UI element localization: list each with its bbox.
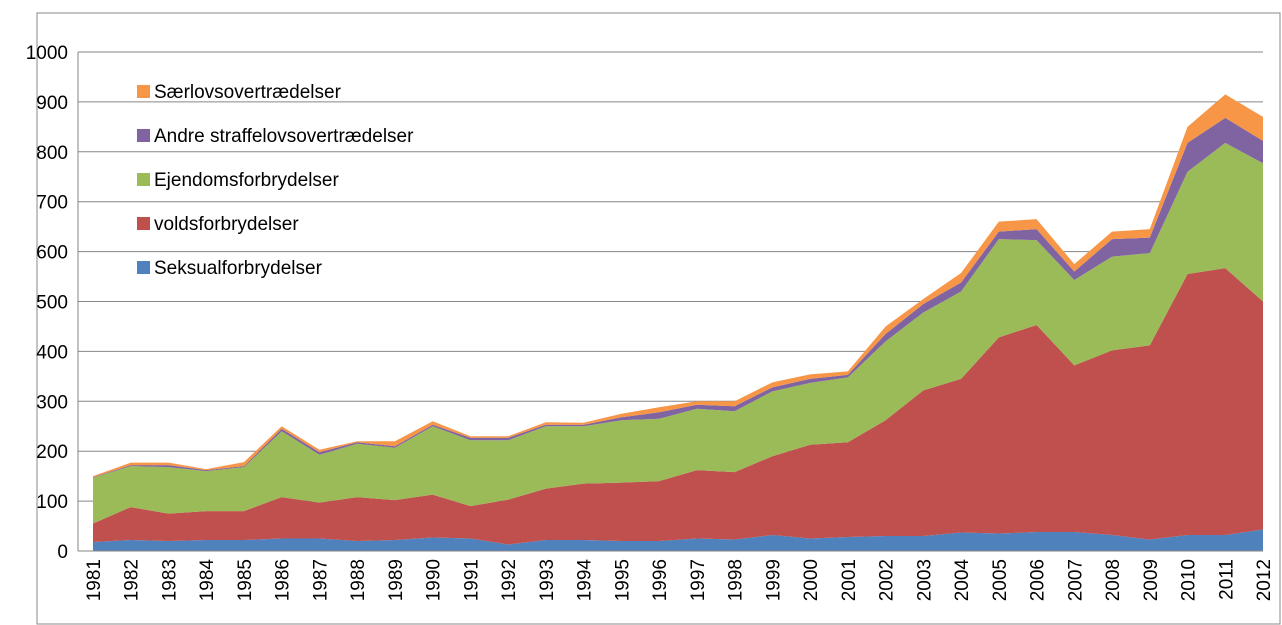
legend-label: Særlovsovertrædelser [154,82,342,103]
x-tick-label: 1999 [763,559,784,601]
x-tick-label: 1987 [310,559,331,601]
x-tick-label: 2001 [839,559,860,601]
legend-swatch [137,173,150,186]
legend-swatch [137,129,150,142]
x-tick-label: 1982 [122,559,143,601]
x-tick-label: 1998 [726,559,747,601]
x-tick-label: 1991 [461,559,482,601]
x-tick-label: 2007 [1065,559,1086,601]
legend-swatch [137,85,150,98]
x-tick-label: 1985 [235,559,256,601]
x-tick-label: 1993 [537,559,558,601]
y-tick-label: 700 [36,193,68,214]
x-tick-label: 2009 [1141,559,1162,601]
y-tick-label: 400 [36,342,68,363]
y-tick-label: 100 [36,492,68,513]
y-tick-label: 800 [36,143,68,164]
area [93,142,1263,524]
x-tick-label: 1983 [159,559,180,601]
x-tick-label: 1981 [84,559,105,601]
legend-swatch [137,217,150,230]
x-tick-label: 2003 [914,559,935,601]
x-tick-label: 1992 [499,559,520,601]
x-tick-label: 2008 [1103,559,1124,601]
x-tick-label: 1996 [650,559,671,601]
legend-label: Seksualforbrydelser [154,258,323,279]
x-tick-label: 1988 [348,559,369,601]
area [93,529,1263,551]
y-tick-label: 900 [36,93,68,114]
x-tick-label: 2002 [877,559,898,601]
x-tick-label: 1984 [197,559,218,602]
y-tick-label: 600 [36,243,68,264]
x-tick-label: 1989 [386,559,407,601]
x-tick-label: 2004 [952,559,973,602]
x-tick-label: 2012 [1254,559,1275,601]
legend-swatch [137,261,150,274]
x-tick-label: 1990 [424,559,445,601]
y-tick-label: 0 [57,542,68,563]
x-tick-label: 2005 [990,559,1011,601]
y-tick-label: 200 [36,442,68,463]
y-tick-label: 500 [36,293,68,314]
legend-label: voldsforbrydelser [154,214,299,235]
x-tick-label: 1997 [688,559,709,601]
x-tick-label: 2000 [801,559,822,601]
x-tick-label: 2011 [1216,559,1237,600]
x-tick-label: 2010 [1179,559,1200,601]
x-tick-label: 1995 [612,559,633,601]
legend-label: Ejendomsforbrydelser [154,170,339,191]
area [93,268,1263,545]
legend-label: Andre straffelovsovertrædelser [154,126,414,147]
y-tick-label: 300 [36,392,68,413]
y-tick-label: 1000 [26,43,68,64]
x-tick-label: 1986 [273,559,294,601]
x-tick-label: 1994 [575,559,596,602]
x-tick-label: 2006 [1028,559,1049,601]
